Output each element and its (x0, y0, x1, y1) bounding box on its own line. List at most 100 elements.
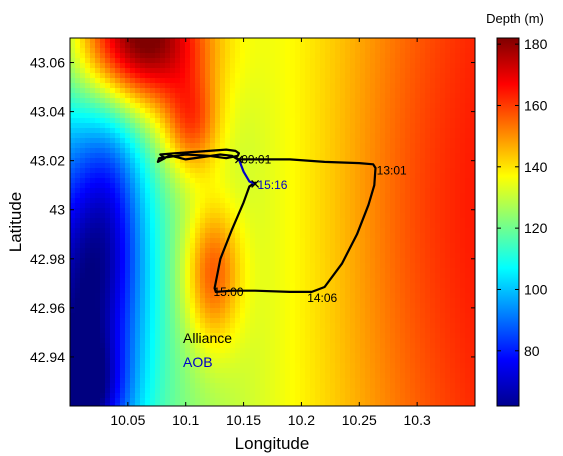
heatmap-cell (85, 83, 91, 89)
heatmap-cell (400, 53, 406, 59)
heatmap-cell (310, 323, 316, 329)
heatmap-cell (465, 273, 471, 279)
heatmap-cell (150, 178, 156, 184)
heatmap-cell (345, 303, 351, 309)
heatmap-cell (200, 258, 206, 264)
heatmap-cell (450, 313, 456, 319)
heatmap-cell (310, 143, 316, 149)
heatmap-cell (325, 308, 331, 314)
heatmap-cell (110, 333, 116, 339)
heatmap-cell (370, 78, 376, 84)
heatmap-cell (370, 68, 376, 74)
heatmap-cell (265, 193, 271, 199)
heatmap-cell (140, 83, 146, 89)
heatmap-cell (260, 163, 266, 169)
heatmap-cell (170, 148, 176, 154)
heatmap-cell (220, 168, 226, 174)
heatmap-cell (210, 188, 216, 194)
heatmap-cell (410, 163, 416, 169)
heatmap-cell (135, 288, 141, 294)
heatmap-cell (335, 213, 341, 219)
heatmap-cell (185, 308, 191, 314)
heatmap-cell (455, 58, 461, 64)
heatmap-cell (460, 98, 466, 104)
heatmap-cell (295, 303, 301, 309)
heatmap-cell (340, 103, 346, 109)
heatmap-cell (190, 218, 196, 224)
heatmap-cell (470, 178, 475, 184)
heatmap-cell (460, 288, 466, 294)
heatmap-cell (450, 223, 456, 229)
heatmap-cell (170, 108, 176, 114)
heatmap-cell (445, 98, 451, 104)
heatmap-cell (405, 318, 411, 324)
heatmap-cell (205, 143, 211, 149)
heatmap-cell (135, 113, 141, 119)
heatmap-cell (95, 203, 101, 209)
heatmap-cell (390, 98, 396, 104)
heatmap-cell (210, 263, 216, 269)
heatmap-cell (85, 68, 91, 74)
heatmap-cell (95, 78, 101, 84)
heatmap-cell (455, 213, 461, 219)
heatmap-cell (180, 248, 186, 254)
heatmap-cell (105, 118, 111, 124)
heatmap-cell (450, 338, 456, 344)
heatmap-cell (305, 63, 311, 69)
heatmap-cell (405, 243, 411, 249)
heatmap-cell (385, 108, 391, 114)
heatmap-cell (245, 248, 251, 254)
heatmap-cell (200, 263, 206, 269)
heatmap-cell (235, 238, 241, 244)
heatmap-cell (210, 118, 216, 124)
heatmap-cell (160, 243, 166, 249)
heatmap-cell (245, 73, 251, 79)
heatmap-cell (395, 323, 401, 329)
heatmap-cell (145, 183, 151, 189)
heatmap-cell (410, 113, 416, 119)
heatmap-cell (130, 308, 136, 314)
heatmap-cell (215, 308, 221, 314)
heatmap-cell (180, 238, 186, 244)
heatmap-cell (140, 233, 146, 239)
heatmap-cell (415, 43, 421, 49)
heatmap-cell (395, 203, 401, 209)
heatmap-cell (70, 193, 76, 199)
heatmap-cell (290, 158, 296, 164)
heatmap-cell (70, 323, 76, 329)
heatmap-cell (385, 333, 391, 339)
heatmap-cell (220, 293, 226, 299)
heatmap-cell (130, 43, 136, 49)
heatmap-cell (460, 133, 466, 139)
heatmap-cell (285, 238, 291, 244)
heatmap-cell (150, 173, 156, 179)
heatmap-cell (80, 288, 86, 294)
heatmap-cell (95, 243, 101, 249)
heatmap-cell (310, 133, 316, 139)
heatmap-cell (175, 108, 181, 114)
heatmap-cell (205, 323, 211, 329)
heatmap-cell (205, 238, 211, 244)
heatmap-cell (375, 283, 381, 289)
heatmap-cell (165, 133, 171, 139)
heatmap-cell (375, 328, 381, 334)
heatmap-cell (395, 133, 401, 139)
heatmap-cell (235, 143, 241, 149)
heatmap-cell (370, 223, 376, 229)
heatmap-cell (225, 233, 231, 239)
heatmap-cell (355, 238, 361, 244)
heatmap-cell (125, 68, 131, 74)
heatmap-cell (130, 253, 136, 259)
heatmap-cell (455, 98, 461, 104)
heatmap-cell (245, 223, 251, 229)
heatmap-cell (320, 43, 326, 49)
heatmap-cell (130, 313, 136, 319)
heatmap-cell (420, 53, 426, 59)
heatmap-cell (295, 243, 301, 249)
heatmap-cell (105, 318, 111, 324)
heatmap-cell (470, 93, 475, 99)
heatmap-cell (105, 178, 111, 184)
heatmap-cell (315, 298, 321, 304)
heatmap-cell (280, 83, 286, 89)
heatmap-cell (205, 228, 211, 234)
